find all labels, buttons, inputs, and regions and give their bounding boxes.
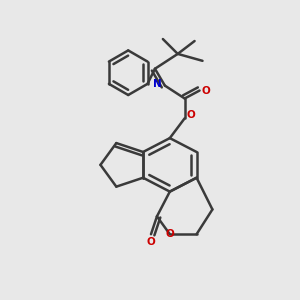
Text: N: N [153, 79, 162, 89]
Text: O: O [201, 85, 210, 96]
Text: O: O [186, 110, 195, 120]
Text: O: O [147, 237, 155, 247]
Text: O: O [165, 229, 174, 239]
